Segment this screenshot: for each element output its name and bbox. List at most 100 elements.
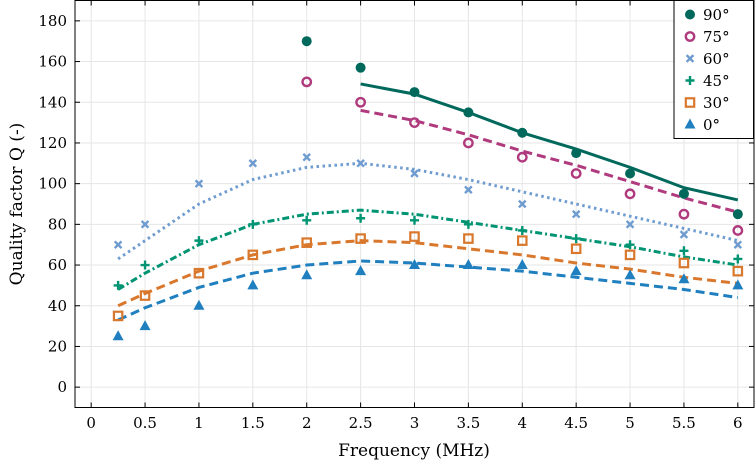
data-point-60-deg	[410, 169, 419, 178]
data-point-90-deg	[409, 87, 420, 98]
data-point-30-deg	[570, 243, 582, 255]
data-point-0-deg	[301, 269, 313, 280]
fit-lines	[117, 82, 739, 322]
legend-marker-75-deg	[684, 31, 696, 42]
legend-box	[673, 0, 754, 139]
data-point-30-deg	[301, 237, 313, 248]
fit-line-30-deg	[117, 239, 738, 308]
data-point-0-deg	[112, 330, 124, 341]
y-tick-label: 160	[38, 53, 67, 71]
data-point-60-deg	[194, 179, 204, 188]
data-point-75-deg	[409, 117, 420, 129]
legend: 90° 75° 60° 45° 30° 0°	[673, 0, 754, 139]
data-point-60-deg	[625, 220, 635, 229]
y-tick-label: 80	[48, 215, 67, 233]
data-point-0-deg	[624, 269, 636, 280]
data-point-75-deg	[570, 168, 582, 179]
x-tick-label: 4.5	[564, 414, 588, 432]
data-point-90-deg	[571, 148, 582, 159]
fit-line-0-deg	[117, 259, 739, 322]
data-point-90-deg	[517, 127, 528, 138]
data-point-30-deg	[409, 231, 420, 242]
data-point-30-deg	[463, 233, 474, 244]
data-point-60-deg	[571, 209, 581, 219]
x-tick-label: 5.5	[672, 414, 696, 432]
data-point-30-deg	[193, 267, 205, 279]
data-point-60-deg	[113, 240, 123, 249]
data-point-0-deg	[193, 299, 205, 310]
data-point-0-deg	[678, 273, 690, 284]
data-points	[112, 36, 744, 341]
data-point-90-deg	[355, 62, 366, 73]
fit-line-90-deg	[360, 82, 739, 202]
x-tick-label: 1	[194, 414, 204, 432]
x-tick-label: 0.5	[133, 414, 157, 432]
data-point-90-deg	[678, 188, 689, 199]
fit-line-45-deg	[117, 208, 739, 291]
data-point-0-deg	[732, 279, 744, 290]
legend-label-60-deg: 60°	[703, 50, 730, 68]
data-point-0-deg	[355, 265, 367, 276]
data-point-75-deg	[355, 96, 367, 108]
data-point-30-deg	[678, 257, 690, 269]
y-tick-label: 120	[38, 134, 67, 152]
data-point-45-deg	[517, 225, 527, 235]
x-tick-label: 3	[410, 414, 420, 432]
data-point-60-deg	[356, 159, 365, 168]
legend-label-30-deg: 30°	[703, 94, 730, 112]
data-point-90-deg	[732, 209, 743, 220]
data-point-75-deg	[624, 188, 636, 200]
x-tick-label: 1.5	[241, 414, 265, 432]
data-point-60-deg	[518, 199, 527, 209]
legend-marker-0-deg	[684, 118, 696, 129]
fit-line-75-deg	[360, 108, 739, 214]
data-point-45-deg	[356, 213, 366, 223]
data-point-0-deg	[516, 259, 528, 270]
data-point-45-deg	[463, 219, 473, 229]
data-point-45-deg	[571, 234, 581, 244]
legend-marker-60-deg	[685, 54, 695, 63]
x-tick-label: 2.5	[349, 414, 373, 432]
legend-marker-30-deg	[684, 97, 696, 108]
data-point-0-deg	[139, 320, 151, 331]
data-point-60-deg	[248, 159, 258, 168]
data-point-30-deg	[624, 249, 636, 261]
data-point-45-deg	[625, 240, 635, 250]
data-point-45-deg	[733, 254, 743, 264]
data-point-0-deg	[570, 265, 582, 276]
x-tick-label: 5	[625, 414, 635, 432]
data-point-45-deg	[194, 236, 204, 246]
data-point-30-deg	[355, 233, 366, 244]
data-point-90-deg	[463, 107, 474, 118]
data-point-30-deg	[516, 235, 528, 246]
legend-label-45-deg: 45°	[703, 72, 730, 90]
x-axis-label: Frequency (MHz)	[338, 441, 490, 461]
data-point-45-deg	[410, 215, 419, 225]
grid	[75, 0, 754, 408]
data-point-60-deg	[733, 240, 743, 249]
x-tick-label: 3.5	[456, 414, 480, 432]
y-tick-label: 40	[48, 297, 67, 315]
data-point-90-deg	[625, 168, 636, 179]
data-point-75-deg	[301, 76, 313, 88]
y-tick-label: 180	[38, 12, 67, 30]
data-point-30-deg	[247, 249, 259, 261]
data-point-75-deg	[732, 225, 744, 236]
y-tick-label: 0	[57, 378, 67, 396]
data-point-30-deg	[139, 290, 151, 301]
legend-marker-90-deg	[685, 9, 695, 20]
data-point-30-deg	[732, 265, 744, 277]
data-point-60-deg	[464, 185, 473, 195]
data-point-45-deg	[113, 280, 123, 290]
data-point-60-deg	[679, 230, 689, 239]
legend-marker-45-deg	[685, 76, 695, 85]
data-point-30-deg	[112, 310, 124, 322]
legend-label-90-deg: 90°	[703, 6, 730, 24]
x-tick-label: 4	[518, 414, 528, 432]
legend-label-0-deg: 0°	[703, 116, 720, 134]
data-point-0-deg	[247, 279, 259, 290]
y-tick-label: 100	[38, 175, 67, 193]
y-tick-label: 60	[48, 256, 67, 274]
y-tick-label: 140	[38, 93, 67, 111]
